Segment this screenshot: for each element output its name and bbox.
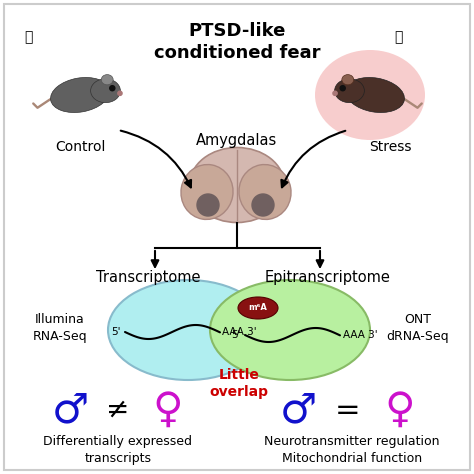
Text: Control: Control bbox=[55, 140, 105, 154]
Text: Differentially expressed
transcripts: Differentially expressed transcripts bbox=[44, 435, 192, 465]
Ellipse shape bbox=[181, 164, 233, 219]
Ellipse shape bbox=[210, 280, 370, 380]
Text: Neurotransmitter regulation
Mitochondrial function: Neurotransmitter regulation Mitochondria… bbox=[264, 435, 440, 465]
Text: =: = bbox=[335, 395, 361, 425]
Text: ONT
dRNA-Seq: ONT dRNA-Seq bbox=[387, 313, 449, 343]
Circle shape bbox=[333, 91, 337, 95]
Text: AAA 3': AAA 3' bbox=[222, 327, 256, 337]
Ellipse shape bbox=[238, 297, 278, 319]
Text: Amygdalas: Amygdalas bbox=[196, 133, 278, 148]
FancyBboxPatch shape bbox=[4, 4, 470, 470]
Text: Illumina
RNA-Seq: Illumina RNA-Seq bbox=[33, 313, 87, 343]
Text: PTSD-like
conditioned fear: PTSD-like conditioned fear bbox=[154, 22, 320, 62]
Text: Epitranscriptome: Epitranscriptome bbox=[265, 270, 391, 285]
Text: ♀: ♀ bbox=[153, 389, 183, 431]
Text: ♂: ♂ bbox=[279, 389, 317, 431]
Text: 5': 5' bbox=[111, 327, 121, 337]
Circle shape bbox=[110, 86, 115, 91]
Text: AAA 3': AAA 3' bbox=[343, 330, 378, 340]
Text: 🔊: 🔊 bbox=[24, 30, 32, 44]
Text: Stress: Stress bbox=[369, 140, 411, 154]
Text: 5': 5' bbox=[231, 330, 241, 340]
Ellipse shape bbox=[346, 77, 404, 112]
Circle shape bbox=[197, 194, 219, 216]
Circle shape bbox=[252, 194, 274, 216]
Ellipse shape bbox=[315, 50, 425, 140]
Text: ♂: ♂ bbox=[51, 389, 89, 431]
Ellipse shape bbox=[342, 74, 354, 85]
Text: ≠: ≠ bbox=[106, 396, 129, 424]
Ellipse shape bbox=[239, 164, 291, 219]
Circle shape bbox=[340, 86, 345, 91]
Text: 🔊: 🔊 bbox=[394, 30, 402, 44]
Ellipse shape bbox=[190, 147, 284, 222]
Text: m⁶A: m⁶A bbox=[248, 303, 267, 312]
Text: ♀: ♀ bbox=[385, 389, 415, 431]
Text: Transcriptome: Transcriptome bbox=[96, 270, 200, 285]
Ellipse shape bbox=[91, 79, 120, 103]
Ellipse shape bbox=[108, 280, 268, 380]
Ellipse shape bbox=[335, 79, 365, 103]
Text: Little
overlap: Little overlap bbox=[210, 368, 268, 399]
Circle shape bbox=[118, 91, 122, 95]
Ellipse shape bbox=[51, 77, 109, 112]
Ellipse shape bbox=[101, 74, 113, 85]
